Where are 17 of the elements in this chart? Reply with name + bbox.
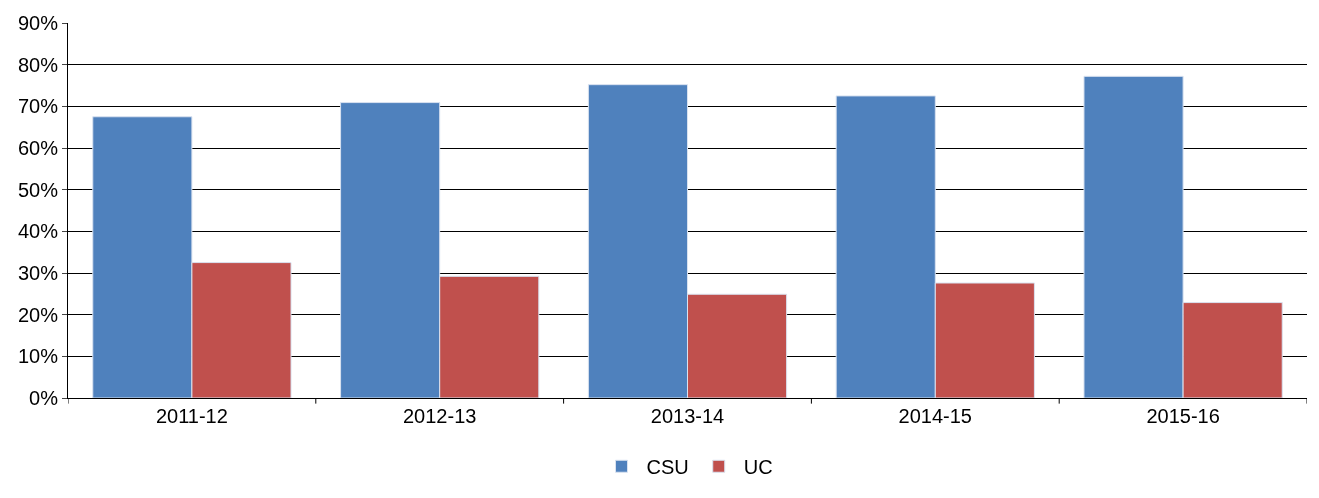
- y-tick-label: 30%: [17, 262, 59, 284]
- y-tick-label: 80%: [17, 53, 59, 76]
- y-tick-label: 50%: [17, 178, 59, 201]
- y-tick-label: 60%: [17, 137, 59, 159]
- y-tick-label: 90%: [17, 12, 59, 34]
- legend-label: CSU: [646, 456, 689, 479]
- y-tick-label: 40%: [17, 220, 59, 243]
- x-tick-label: 2013-14: [650, 405, 725, 427]
- y-tick-label: 20%: [17, 303, 59, 326]
- legend-label: UC: [743, 456, 773, 479]
- x-tick-label: 2014-15: [898, 405, 972, 427]
- x-tick-label: 2015-16: [1146, 405, 1220, 427]
- x-tick-label: 2012-13: [403, 405, 477, 427]
- y-tick-label: 70%: [17, 95, 59, 118]
- x-tick-label: 2011-12: [155, 405, 228, 427]
- y-tick-label: 0%: [29, 387, 59, 409]
- y-tick-label: 10%: [17, 345, 59, 368]
